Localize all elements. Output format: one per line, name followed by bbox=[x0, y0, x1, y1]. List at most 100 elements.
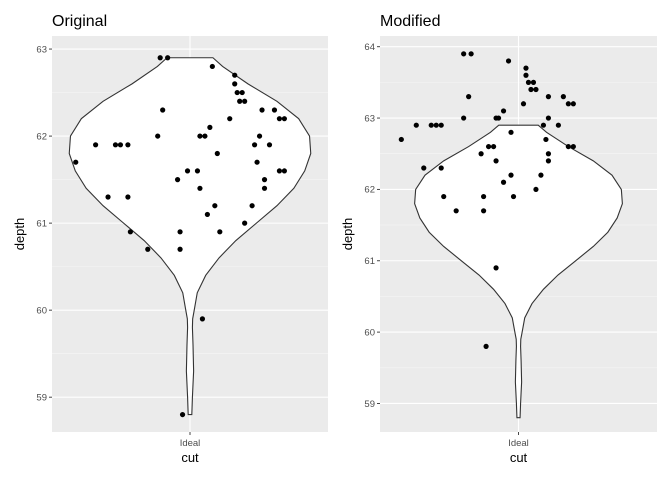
data-point bbox=[493, 265, 499, 271]
data-point bbox=[165, 55, 171, 61]
data-point bbox=[480, 193, 487, 200]
data-point bbox=[202, 133, 208, 139]
data-point bbox=[525, 79, 532, 85]
data-point bbox=[207, 124, 213, 130]
data-point bbox=[242, 98, 248, 104]
data-point bbox=[545, 151, 552, 157]
data-point bbox=[199, 316, 206, 322]
data-point bbox=[237, 98, 243, 104]
data-point bbox=[261, 177, 268, 183]
data-point bbox=[117, 142, 124, 148]
data-point bbox=[73, 159, 79, 165]
data-point bbox=[500, 179, 507, 185]
data-point bbox=[545, 115, 552, 121]
data-point bbox=[271, 107, 278, 113]
data-point bbox=[174, 177, 181, 183]
y-tick-label: 63 bbox=[36, 44, 47, 55]
data-point bbox=[217, 229, 223, 235]
data-point bbox=[500, 108, 507, 114]
data-point bbox=[177, 246, 183, 252]
data-point bbox=[239, 89, 245, 96]
data-point bbox=[251, 142, 258, 148]
data-point bbox=[155, 133, 161, 139]
data-point bbox=[254, 159, 260, 165]
y-tick-label: 63 bbox=[364, 113, 375, 124]
data-point bbox=[179, 411, 186, 418]
data-point bbox=[490, 143, 497, 150]
data-point bbox=[177, 229, 183, 235]
data-point bbox=[281, 116, 287, 122]
x-tick-label: Ideal bbox=[508, 438, 529, 449]
data-point bbox=[261, 185, 268, 191]
data-point bbox=[105, 194, 111, 200]
y-axis-label: depth bbox=[340, 218, 355, 251]
data-point bbox=[520, 101, 527, 107]
data-point bbox=[468, 51, 474, 57]
data-point bbox=[545, 158, 552, 164]
data-point bbox=[570, 101, 576, 107]
data-point bbox=[510, 193, 517, 200]
data-point bbox=[234, 89, 240, 96]
data-point bbox=[533, 186, 539, 193]
x-axis-label: cut bbox=[510, 450, 528, 465]
data-point bbox=[433, 122, 439, 128]
data-point bbox=[276, 168, 283, 174]
data-point bbox=[505, 58, 512, 64]
y-tick-label: 62 bbox=[364, 185, 375, 196]
data-point bbox=[461, 115, 467, 121]
data-point bbox=[565, 143, 571, 150]
data-point bbox=[212, 203, 218, 209]
data-point bbox=[438, 165, 444, 171]
data-point bbox=[398, 136, 404, 143]
data-point bbox=[227, 116, 233, 122]
data-point bbox=[495, 115, 502, 121]
data-point bbox=[249, 203, 255, 209]
data-point bbox=[485, 143, 492, 150]
data-point bbox=[232, 72, 238, 78]
data-point bbox=[565, 101, 571, 107]
data-point bbox=[493, 158, 499, 164]
data-point bbox=[508, 129, 514, 135]
data-point bbox=[478, 151, 484, 157]
data-point bbox=[480, 208, 487, 214]
data-point bbox=[112, 142, 119, 148]
data-point bbox=[281, 168, 287, 174]
y-tick-label: 64 bbox=[364, 42, 375, 53]
data-point bbox=[125, 142, 131, 148]
data-point bbox=[127, 229, 133, 235]
data-point bbox=[157, 55, 163, 61]
data-point bbox=[523, 65, 529, 71]
data-point bbox=[232, 81, 238, 87]
data-point bbox=[428, 122, 434, 128]
data-point bbox=[184, 168, 191, 174]
data-point bbox=[461, 51, 467, 57]
data-point bbox=[197, 133, 203, 139]
data-point bbox=[276, 116, 283, 122]
data-point bbox=[538, 172, 544, 178]
data-point bbox=[438, 122, 444, 128]
data-point bbox=[421, 165, 427, 171]
x-axis-label: cut bbox=[181, 450, 199, 465]
data-point bbox=[256, 133, 263, 139]
data-point bbox=[413, 122, 419, 128]
x-tick-label: Ideal bbox=[180, 438, 201, 449]
data-point bbox=[540, 122, 547, 128]
data-point bbox=[441, 193, 447, 200]
y-axis-label: depth bbox=[12, 218, 27, 251]
data-point bbox=[483, 343, 489, 349]
data-point bbox=[533, 86, 539, 93]
data-point bbox=[266, 142, 273, 148]
y-tick-label: 61 bbox=[364, 256, 375, 267]
y-tick-label: 60 bbox=[36, 305, 47, 316]
data-point bbox=[555, 122, 561, 128]
data-point bbox=[466, 94, 472, 100]
data-point bbox=[197, 185, 203, 191]
data-point bbox=[160, 107, 166, 113]
data-point bbox=[530, 79, 537, 85]
data-point bbox=[508, 172, 514, 178]
y-tick-label: 59 bbox=[36, 392, 47, 403]
data-point bbox=[145, 246, 151, 252]
